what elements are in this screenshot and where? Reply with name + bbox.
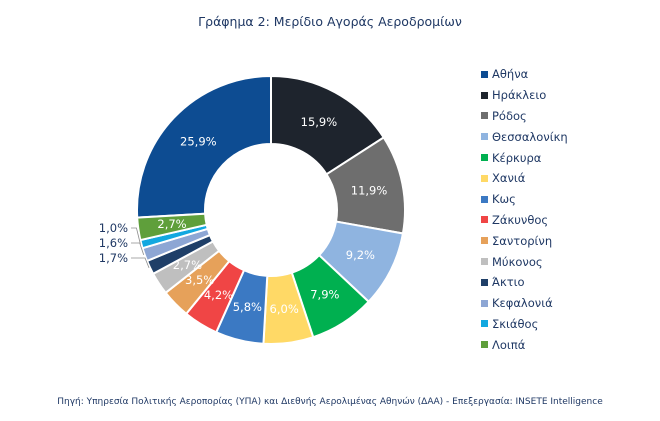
data-label-1: 15,9% [301, 115, 338, 129]
legend-label: Μύκονος [492, 254, 543, 269]
legend-swatch [481, 133, 488, 141]
legend-item: Κέρκυρα [481, 147, 568, 168]
data-label-13: 2,7% [157, 217, 186, 231]
legend-swatch [481, 154, 488, 162]
legend-label: Θεσσαλονίκη [492, 129, 568, 144]
legend-item: Μύκονος [481, 251, 568, 272]
legend-item: Ρόδος [481, 106, 568, 127]
legend-item: Σκιάθος [481, 314, 568, 335]
legend-item: Λοιπά [481, 334, 568, 355]
legend-swatch [481, 216, 488, 224]
data-label-6: 5,8% [233, 300, 262, 314]
data-label-11: 1,6% [99, 236, 128, 250]
legend-label: Λοιπά [492, 337, 526, 352]
legend-item: Αθήνα [481, 64, 568, 85]
data-label-0: 25,9% [180, 134, 217, 148]
legend-swatch [481, 91, 488, 99]
legend-label: Ζάκυνθος [492, 212, 549, 227]
leader-line-11 [131, 242, 145, 256]
legend-item: Ηράκλειο [481, 85, 568, 106]
data-label-2: 11,9% [351, 183, 388, 197]
legend: Αθήνα Ηράκλειο Ρόδος Θεσσαλονίκη Κέρκυρα Χανι… [481, 64, 568, 355]
legend-label: Αθήνα [492, 67, 529, 82]
legend-item: Ζάκυνθος [481, 210, 568, 231]
data-label-12: 1,0% [99, 221, 128, 235]
data-label-4: 7,9% [310, 287, 339, 301]
data-label-5: 6,0% [270, 302, 299, 316]
leader-line-12 [131, 227, 141, 245]
legend-label: Σκιάθος [492, 316, 539, 331]
legend-item: Χανιά [481, 168, 568, 189]
legend-label: Κέρκυρα [492, 150, 542, 165]
source-note: Πηγή: Υπηρεσία Πολιτικής Αεροπορίας (ΥΠΑ… [57, 397, 603, 407]
legend-swatch [481, 320, 488, 328]
donut-chart: 25,9%15,9%11,9%9,2%7,9%6,0%5,8%4,2%3,5%2… [99, 74, 406, 345]
data-label-10: 1,7% [99, 251, 128, 265]
legend-label: Κεφαλονιά [492, 296, 553, 311]
slice-13 [136, 212, 208, 242]
data-label-3: 9,2% [346, 248, 375, 262]
legend-swatch [481, 299, 488, 307]
legend-item: Άκτιο [481, 272, 568, 293]
legend-item: Σαντορίνη [481, 230, 568, 251]
leader-line-10 [131, 257, 150, 269]
legend-label: Ρόδος [492, 108, 527, 123]
legend-item: Κως [481, 189, 568, 210]
legend-label: Κως [492, 192, 516, 207]
legend-swatch [481, 341, 488, 349]
data-label-7: 4,2% [204, 288, 233, 302]
legend-item: Θεσσαλονίκη [481, 126, 568, 147]
legend-swatch [481, 70, 488, 78]
legend-label: Σαντορίνη [492, 233, 553, 248]
legend-item: Κεφαλονιά [481, 293, 568, 314]
legend-swatch [481, 258, 488, 266]
data-label-8: 3,5% [185, 273, 214, 287]
legend-swatch [481, 278, 488, 286]
legend-label: Άκτιο [492, 275, 525, 290]
legend-swatch [481, 237, 488, 245]
legend-label: Ηράκλειο [492, 88, 547, 103]
chart-title: Γράφημα 2: Μερίδιο Αγοράς Αεροδρομίων [198, 14, 462, 29]
legend-swatch [481, 112, 488, 120]
slice-0 [136, 74, 272, 219]
legend-swatch [481, 195, 488, 203]
data-label-9: 2,7% [173, 258, 202, 272]
legend-swatch [481, 174, 488, 182]
legend-label: Χανιά [492, 171, 526, 186]
